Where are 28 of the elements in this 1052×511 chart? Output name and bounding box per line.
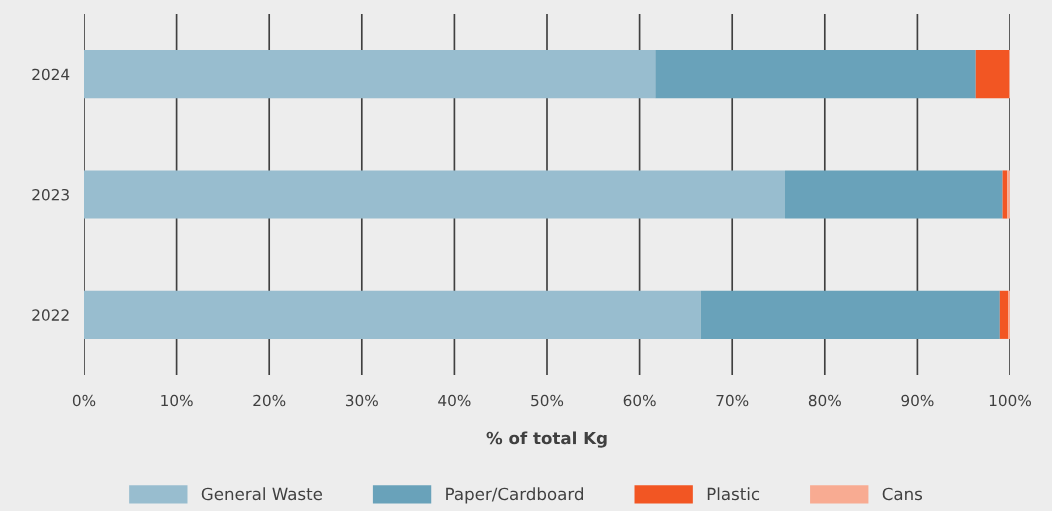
x-tick-label: 40% <box>438 394 471 407</box>
bar <box>700 290 1000 339</box>
x-tick-label: 100% <box>989 394 1031 407</box>
bar <box>84 170 785 219</box>
x-tick-label: 90% <box>901 394 934 407</box>
x-tick-label: 20% <box>253 394 286 407</box>
bar <box>1007 170 1010 219</box>
x-tick-label: 60% <box>623 394 656 407</box>
y-tick-label: 2022 <box>32 309 69 321</box>
x-tick-label: 30% <box>345 394 378 407</box>
legend-label: General Waste <box>201 487 323 501</box>
x-tick-label: 50% <box>531 394 564 407</box>
bar <box>84 50 656 99</box>
bar <box>975 50 1010 99</box>
legend-label: Plastic <box>707 487 760 501</box>
x-tick-label: 10% <box>161 394 193 407</box>
y-tick-label: 2024 <box>32 68 70 81</box>
legend-label: Cans <box>882 487 923 501</box>
bar <box>784 170 1003 219</box>
x-tick-label: 0% <box>72 394 96 407</box>
y-tick-label: 2023 <box>32 188 69 201</box>
bar <box>999 290 1009 339</box>
x-tick-label: 70% <box>716 394 749 407</box>
x-axis-title: % of total Kg <box>486 431 607 448</box>
legend-label: Paper/Cardboard <box>446 487 583 504</box>
bar <box>655 50 976 99</box>
bar <box>84 290 701 339</box>
x-tick-label: 80% <box>808 394 841 407</box>
